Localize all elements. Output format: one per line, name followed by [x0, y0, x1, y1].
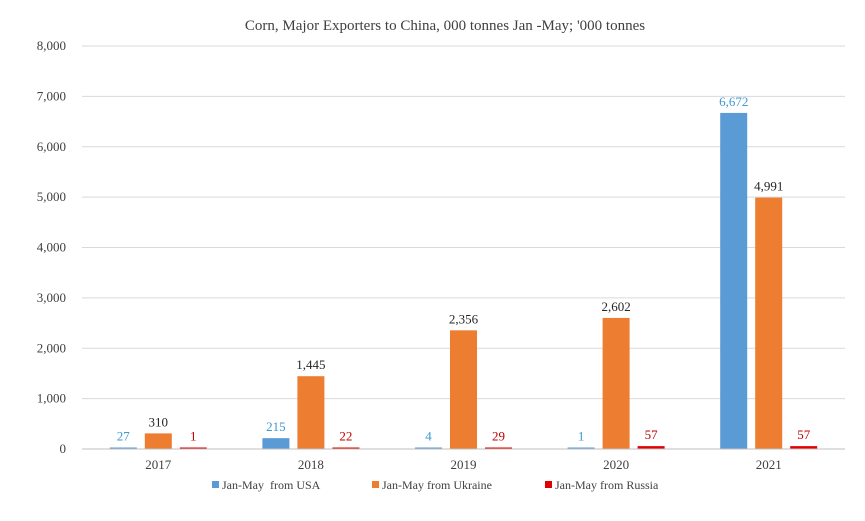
data-label: 1 — [578, 429, 585, 444]
data-label: 215 — [266, 419, 286, 434]
data-labels: 27 310 1 215 1,445 22 4 2,356 29 1 2,602 57 6,672 4,9… — [117, 94, 811, 444]
data-label: 2,602 — [601, 299, 630, 314]
chart-title: Corn, Major Exporters to China, 000 tonn… — [245, 18, 645, 34]
y-tick-label: 3,000 — [37, 290, 66, 305]
y-tick-label: 0 — [60, 441, 67, 456]
legend-label: Jan-May from Ukraine — [382, 478, 492, 492]
bar — [109, 447, 137, 449]
bar — [755, 197, 783, 449]
bars — [109, 112, 818, 449]
legend-swatch — [372, 481, 379, 488]
bar — [262, 438, 290, 449]
bar — [415, 447, 442, 449]
x-tick-label: 2018 — [298, 457, 324, 472]
legend-swatch — [212, 481, 219, 488]
x-tick-label: 2020 — [603, 457, 629, 472]
data-label: 4,991 — [754, 179, 783, 194]
bar — [485, 447, 512, 449]
x-tick-label: 2021 — [756, 457, 782, 472]
bar — [179, 447, 207, 449]
bar — [297, 376, 325, 449]
x-tick-label: 2017 — [145, 457, 172, 472]
y-tick-label: 2,000 — [37, 340, 66, 355]
data-label: 57 — [797, 427, 811, 442]
y-tick-label: 6,000 — [37, 139, 66, 154]
data-label: 4 — [425, 429, 432, 444]
data-label: 2,356 — [449, 311, 479, 326]
y-tick-label: 5,000 — [37, 189, 66, 204]
bar — [720, 112, 748, 449]
data-label: 1 — [190, 429, 197, 444]
data-label: 310 — [149, 414, 169, 429]
bar — [602, 317, 630, 449]
data-label: 1,445 — [296, 357, 325, 372]
data-label: 22 — [339, 429, 352, 444]
bar — [637, 446, 665, 449]
legend-swatch — [545, 481, 552, 488]
legend-label: Jan-May from USA — [222, 478, 321, 492]
legend: Jan-May from USA Jan-May from Ukraine Jan-… — [212, 478, 659, 492]
bar — [450, 330, 477, 449]
bar — [144, 433, 172, 449]
gridlines — [82, 45, 845, 400]
axes: 0 1,000 2,000 3,000 4,000 5,000 6,000 7,000 8,00… — [37, 38, 845, 472]
bar — [567, 447, 595, 449]
data-label: 6,672 — [719, 94, 748, 109]
bar — [790, 446, 818, 449]
data-label: 29 — [492, 429, 505, 444]
y-tick-label: 8,000 — [37, 38, 66, 53]
y-tick-label: 1,000 — [37, 391, 66, 406]
data-label: 57 — [645, 427, 659, 442]
bar — [332, 447, 360, 449]
y-tick-label: 4,000 — [37, 240, 66, 255]
y-tick-label: 7,000 — [37, 88, 66, 103]
legend-label: Jan-May from Russia — [555, 478, 659, 492]
x-tick-label: 2019 — [451, 457, 477, 472]
data-label: 27 — [117, 429, 131, 444]
